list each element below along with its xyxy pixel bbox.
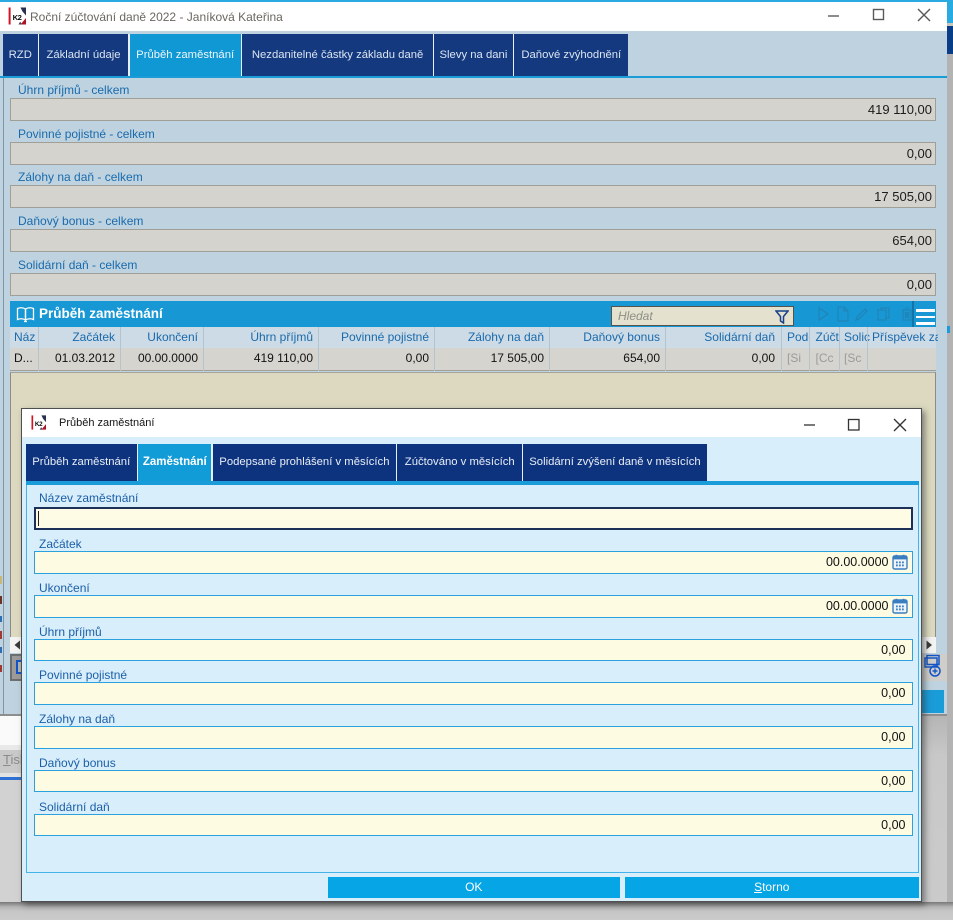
- svg-text:K2: K2: [13, 13, 22, 22]
- svg-text:K2: K2: [35, 421, 43, 428]
